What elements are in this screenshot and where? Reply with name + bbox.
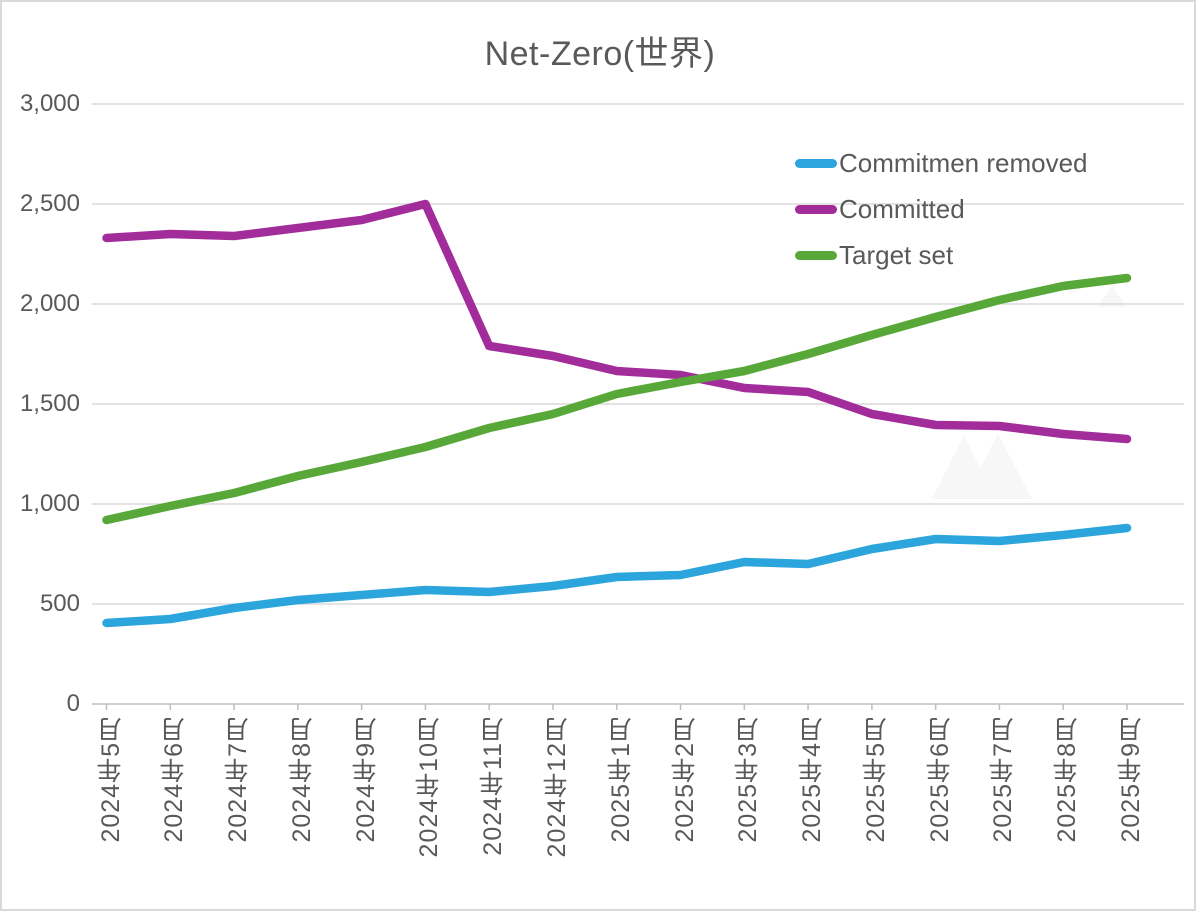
x-tick-label: 2024年6月 — [160, 716, 189, 843]
y-tick-label: 500 — [39, 590, 80, 617]
y-tick-label: 1,000 — [19, 490, 80, 517]
legend-label: Target set — [839, 239, 954, 270]
x-tick-label: 2024年5月 — [96, 716, 125, 843]
series-line-commitmen-removed — [102, 523, 1132, 628]
y-tick-label: 3,000 — [19, 90, 80, 117]
mountains-image-placeholder-icon — [932, 286, 1127, 499]
x-tick-label: 2025年2月 — [670, 716, 699, 843]
x-tick-label: 2024年9月 — [351, 716, 380, 843]
legend-item-committed: Committed — [795, 194, 1088, 224]
chart-legend: Commitmen removed Committed Target set — [795, 148, 1088, 286]
x-tick-label: 2025年3月 — [734, 716, 763, 843]
y-tick-label: 2,000 — [19, 290, 80, 317]
watermark-mountain-small — [1097, 286, 1127, 307]
legend-line-swatch — [795, 204, 837, 214]
x-axis — [92, 703, 1184, 710]
y-tick-label: 0 — [66, 690, 80, 717]
legend-item-target-set: Target set — [795, 240, 1088, 270]
series-line-committed — [102, 199, 1132, 444]
x-tick-label: 2025年7月 — [989, 716, 1018, 843]
y-tick-label: 2,500 — [19, 190, 80, 217]
x-tick-label: 2024年10月 — [415, 716, 444, 858]
legend-line-swatch — [795, 158, 837, 168]
x-tick-label: 2024年12月 — [542, 716, 571, 858]
y-tick-label: 1,500 — [19, 390, 80, 417]
gridlines — [92, 103, 1184, 605]
x-tick-label: 2024年8月 — [287, 716, 316, 843]
x-tick-label: 2025年9月 — [1117, 716, 1145, 843]
x-tick-label: 2024年11月 — [479, 716, 508, 856]
x-tick-label: 2025年5月 — [861, 716, 890, 843]
series-line-target-set — [102, 273, 1132, 525]
x-tick-label: 2025年1月 — [606, 716, 635, 843]
legend-line-swatch — [795, 250, 837, 260]
legend-label: Commitmen removed — [839, 147, 1088, 178]
x-tick-label: 2024年7月 — [224, 716, 253, 843]
chart-title: Net-Zero(世界) — [484, 35, 716, 73]
x-tick-label: 2025年6月 — [925, 716, 954, 843]
legend-label: Committed — [839, 193, 965, 224]
legend-item-commitmen-removed: Commitmen removed — [795, 148, 1088, 178]
x-tick-label: 2025年8月 — [1053, 716, 1082, 843]
x-tick-label: 2025年4月 — [798, 716, 827, 843]
watermark-mountain-right — [965, 434, 1032, 499]
